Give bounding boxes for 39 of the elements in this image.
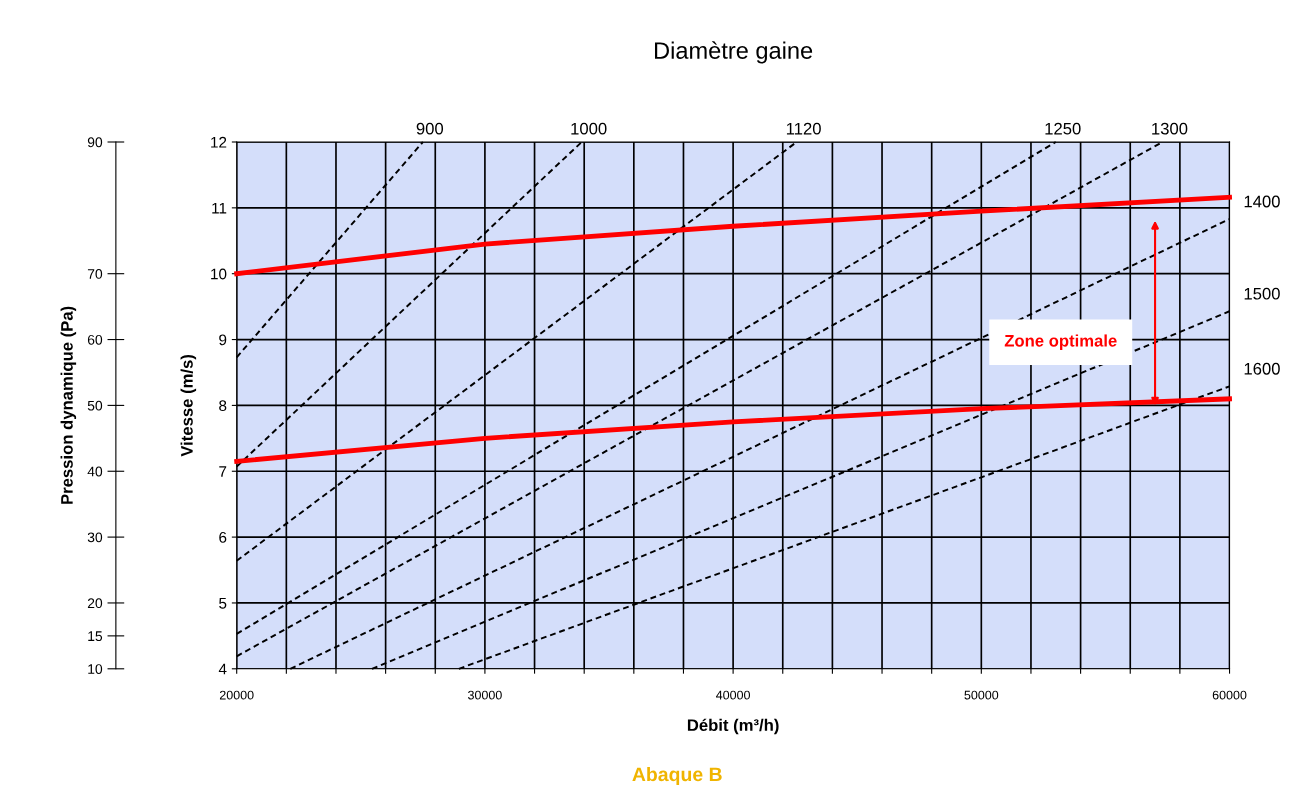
y-tick-label: 11 <box>212 202 227 214</box>
y2-tick-label: 30 <box>87 532 103 543</box>
series-label: 1250 <box>1045 122 1081 135</box>
y2-tick-label: 15 <box>88 631 103 642</box>
y-tick-label: 9 <box>219 334 227 346</box>
x-tick-label: 50000 <box>964 690 999 700</box>
series-label: 1500 <box>1244 287 1280 300</box>
series-label: 1120 <box>786 122 821 135</box>
y-tick-label: 5 <box>219 597 227 609</box>
y2-tick-label: 40 <box>87 466 103 477</box>
line-series <box>234 396 1232 464</box>
series-label: 1300 <box>1152 122 1188 135</box>
y-tick-label: 12 <box>211 136 227 148</box>
y-tick-label: 6 <box>219 531 227 543</box>
x-tick-label: 60000 <box>1212 690 1247 700</box>
y2-tick-label: 70 <box>87 269 103 279</box>
annotation: Zone optimale <box>1004 334 1117 350</box>
chart-title: Diamètre gaine <box>655 41 813 64</box>
y-tick-label: 7 <box>219 466 227 477</box>
y2-tick-label: 50 <box>87 400 103 411</box>
x-tick-label: 20000 <box>219 690 254 700</box>
y-tick-label: 8 <box>219 400 227 412</box>
y-axis-title: Vitesse (m/s) <box>180 354 197 457</box>
line-series <box>234 194 1232 277</box>
series-label: 1600 <box>1244 362 1280 375</box>
series-label: 1000 <box>571 122 607 135</box>
x-axis-title: Débit (m³/h) <box>687 718 779 735</box>
y-tick-label: 10 <box>211 268 227 280</box>
text: Abaque B <box>632 766 722 786</box>
y-tick-label: 4 <box>218 663 227 675</box>
y2-tick-label: 90 <box>87 137 103 148</box>
y2-tick-label: 60 <box>87 334 103 345</box>
x-tick-label: 30000 <box>468 690 502 700</box>
series-label: 900 <box>416 122 444 135</box>
y2-tick-label: 20 <box>87 598 103 609</box>
y2-axis-title: Pression dynamique (Pa) <box>60 306 77 504</box>
y2-tick-label: 10 <box>88 664 103 674</box>
series-label: 1400 <box>1244 195 1280 208</box>
x-tick-label: 40000 <box>716 690 751 700</box>
